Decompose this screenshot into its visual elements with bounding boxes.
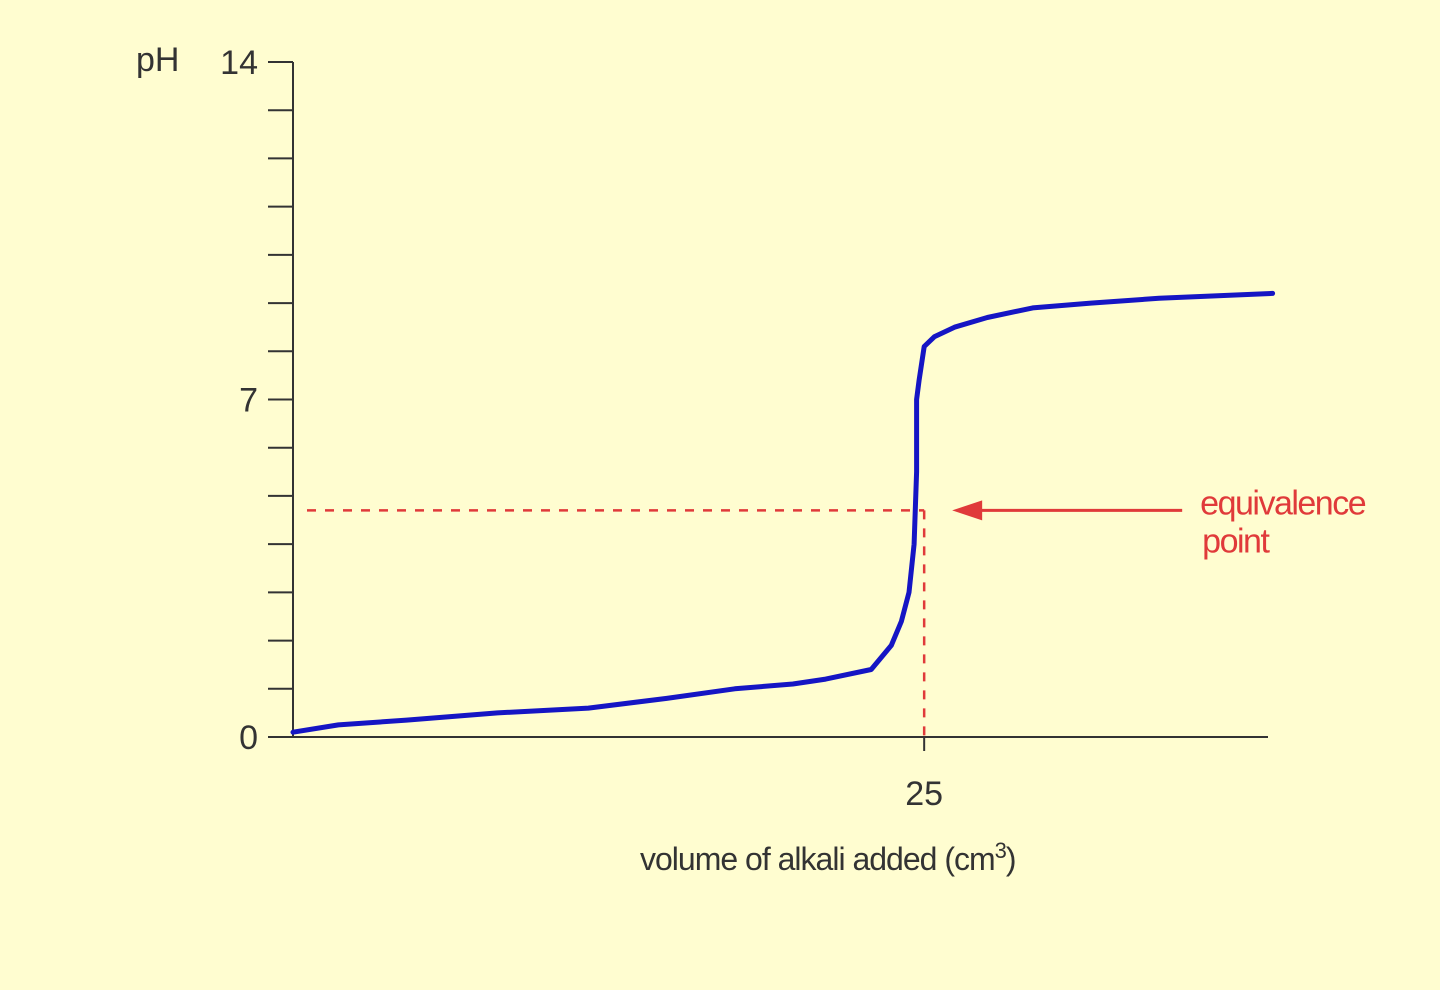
equivalence-arrow-head: [952, 500, 983, 521]
equivalence-label-line-1: equivalence: [1200, 484, 1366, 522]
equivalence-point-label: equivalence point: [1200, 484, 1373, 560]
y-axis-minor-ticks: [268, 61, 293, 738]
x-axis-label-suffix: ): [1006, 841, 1016, 877]
y-tick-label-0: 0: [239, 719, 258, 757]
equivalence-label-line-2: point: [1202, 522, 1270, 560]
x-axis-label-main: volume of alkali added (cm: [640, 841, 995, 877]
x-axis-label-superscript: 3: [995, 838, 1007, 863]
titration-curve-line: [290, 290, 1276, 735]
x-axis-tick-labels: 25: [905, 737, 943, 813]
y-tick-label-14: 14: [220, 44, 258, 82]
x-axis-label: volume of alkali added (cm3): [640, 838, 1016, 877]
y-axis-tick-labels: 14 7 0: [220, 44, 258, 757]
x-tick-label-25: 25: [905, 775, 943, 813]
y-axis-label: pH: [136, 41, 179, 79]
y-tick-label-7: 7: [239, 382, 258, 420]
